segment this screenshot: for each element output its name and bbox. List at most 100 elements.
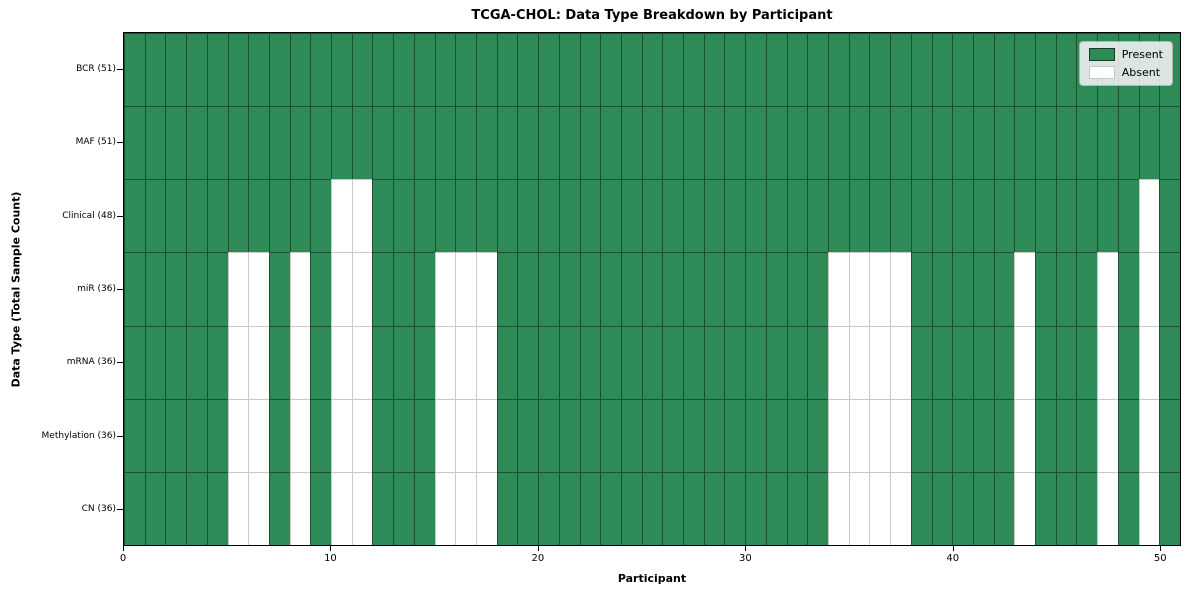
cell-miR-p32 xyxy=(786,252,808,326)
cell-CN-p9 xyxy=(310,471,332,545)
cell-CN-p48 xyxy=(1117,471,1139,545)
cell-CN-p50 xyxy=(1159,471,1180,545)
cell-miR-p17 xyxy=(476,252,497,326)
cell-mRNA-p43 xyxy=(1014,325,1036,399)
cell-mRNA-p14 xyxy=(413,325,435,399)
cell-Methylation-p1 xyxy=(144,398,166,472)
y-tick-label: MAF (51) xyxy=(75,137,116,148)
cell-miR-p47 xyxy=(1097,252,1118,326)
cell-BCR-p25 xyxy=(641,33,663,107)
cell-miR-p40 xyxy=(952,252,973,326)
cell-CN-p12 xyxy=(372,471,394,545)
cell-Clinical-p40 xyxy=(952,179,973,253)
y-tick-mark xyxy=(117,435,123,437)
cell-Methylation-p24 xyxy=(620,398,642,472)
y-tick-mark xyxy=(117,142,123,144)
cell-CN-p7 xyxy=(268,471,290,545)
cell-Methylation-p19 xyxy=(517,398,539,472)
cell-CN-p33 xyxy=(807,471,828,545)
cell-Clinical-p14 xyxy=(413,179,435,253)
cell-CN-p5 xyxy=(227,471,249,545)
cell-BCR-p31 xyxy=(765,33,787,107)
x-tick-mark xyxy=(952,546,954,551)
cell-Clinical-p5 xyxy=(227,179,249,253)
cell-Methylation-p39 xyxy=(931,398,953,472)
cell-Methylation-p9 xyxy=(310,398,332,472)
cell-mRNA-p30 xyxy=(745,325,766,399)
cell-Clinical-p10 xyxy=(331,179,352,253)
cell-CN-p18 xyxy=(496,471,518,545)
cell-Methylation-p50 xyxy=(1159,398,1180,472)
x-tick-label: 20 xyxy=(531,553,545,564)
cell-mRNA-p3 xyxy=(186,325,207,399)
cell-miR-p10 xyxy=(331,252,352,326)
cell-BCR-p27 xyxy=(683,33,704,107)
cell-Methylation-p4 xyxy=(206,398,228,472)
cell-MAF-p14 xyxy=(413,106,435,180)
cell-mRNA-p17 xyxy=(476,325,497,399)
cell-miR-p14 xyxy=(413,252,435,326)
cell-miR-p44 xyxy=(1035,252,1056,326)
cell-miR-p50 xyxy=(1159,252,1180,326)
cell-mRNA-p18 xyxy=(496,325,518,399)
cell-Methylation-p43 xyxy=(1014,398,1036,472)
cell-BCR-p11 xyxy=(351,33,373,107)
cell-Clinical-p22 xyxy=(579,179,601,253)
cell-MAF-p26 xyxy=(662,106,684,180)
cell-Methylation-p42 xyxy=(993,398,1015,472)
cell-Clinical-p13 xyxy=(393,179,414,253)
cell-MAF-p37 xyxy=(890,106,911,180)
y-tick-label: CN (36) xyxy=(81,504,116,515)
cell-mRNA-p28 xyxy=(703,325,725,399)
cell-miR-p1 xyxy=(144,252,166,326)
cell-MAF-p5 xyxy=(227,106,249,180)
cell-Methylation-p5 xyxy=(227,398,249,472)
cell-MAF-p20 xyxy=(538,106,559,180)
cell-MAF-p23 xyxy=(600,106,621,180)
cell-mRNA-p13 xyxy=(393,325,414,399)
cell-Methylation-p17 xyxy=(476,398,497,472)
cell-CN-p23 xyxy=(600,471,621,545)
cell-MAF-p48 xyxy=(1117,106,1139,180)
cell-Methylation-p38 xyxy=(910,398,932,472)
cell-miR-p46 xyxy=(1076,252,1098,326)
cell-miR-p34 xyxy=(828,252,849,326)
cell-miR-p5 xyxy=(227,252,249,326)
cell-BCR-p16 xyxy=(455,33,476,107)
cell-mRNA-p31 xyxy=(765,325,787,399)
cell-MAF-p9 xyxy=(310,106,332,180)
cell-MAF-p50 xyxy=(1159,106,1180,180)
cell-Methylation-p47 xyxy=(1097,398,1118,472)
cell-MAF-p18 xyxy=(496,106,518,180)
cell-mRNA-p21 xyxy=(558,325,580,399)
cell-miR-p11 xyxy=(351,252,373,326)
cell-mRNA-p32 xyxy=(786,325,808,399)
cell-Methylation-p7 xyxy=(268,398,290,472)
cell-mRNA-p2 xyxy=(165,325,187,399)
y-axis-title: Data Type (Total Sample Count) xyxy=(9,191,23,388)
y-tick-label: BCR (51) xyxy=(76,63,116,74)
cell-BCR-p20 xyxy=(538,33,559,107)
cell-MAF-p1 xyxy=(144,106,166,180)
cell-Methylation-p21 xyxy=(558,398,580,472)
cell-CN-p42 xyxy=(993,471,1015,545)
cell-Methylation-p27 xyxy=(683,398,704,472)
cell-CN-p31 xyxy=(765,471,787,545)
cell-CN-p20 xyxy=(538,471,559,545)
cell-Clinical-p44 xyxy=(1035,179,1056,253)
cell-Clinical-p35 xyxy=(848,179,870,253)
cell-CN-p17 xyxy=(476,471,497,545)
cell-Methylation-p10 xyxy=(331,398,352,472)
cell-Clinical-p17 xyxy=(476,179,497,253)
cell-BCR-p4 xyxy=(206,33,228,107)
cell-Methylation-p20 xyxy=(538,398,559,472)
cell-miR-p18 xyxy=(496,252,518,326)
cell-mRNA-p9 xyxy=(310,325,332,399)
cell-Methylation-p34 xyxy=(828,398,849,472)
cell-Clinical-p27 xyxy=(683,179,704,253)
cell-MAF-p38 xyxy=(910,106,932,180)
cell-Clinical-p36 xyxy=(869,179,891,253)
cell-mRNA-p36 xyxy=(869,325,891,399)
cell-mRNA-p8 xyxy=(289,325,311,399)
